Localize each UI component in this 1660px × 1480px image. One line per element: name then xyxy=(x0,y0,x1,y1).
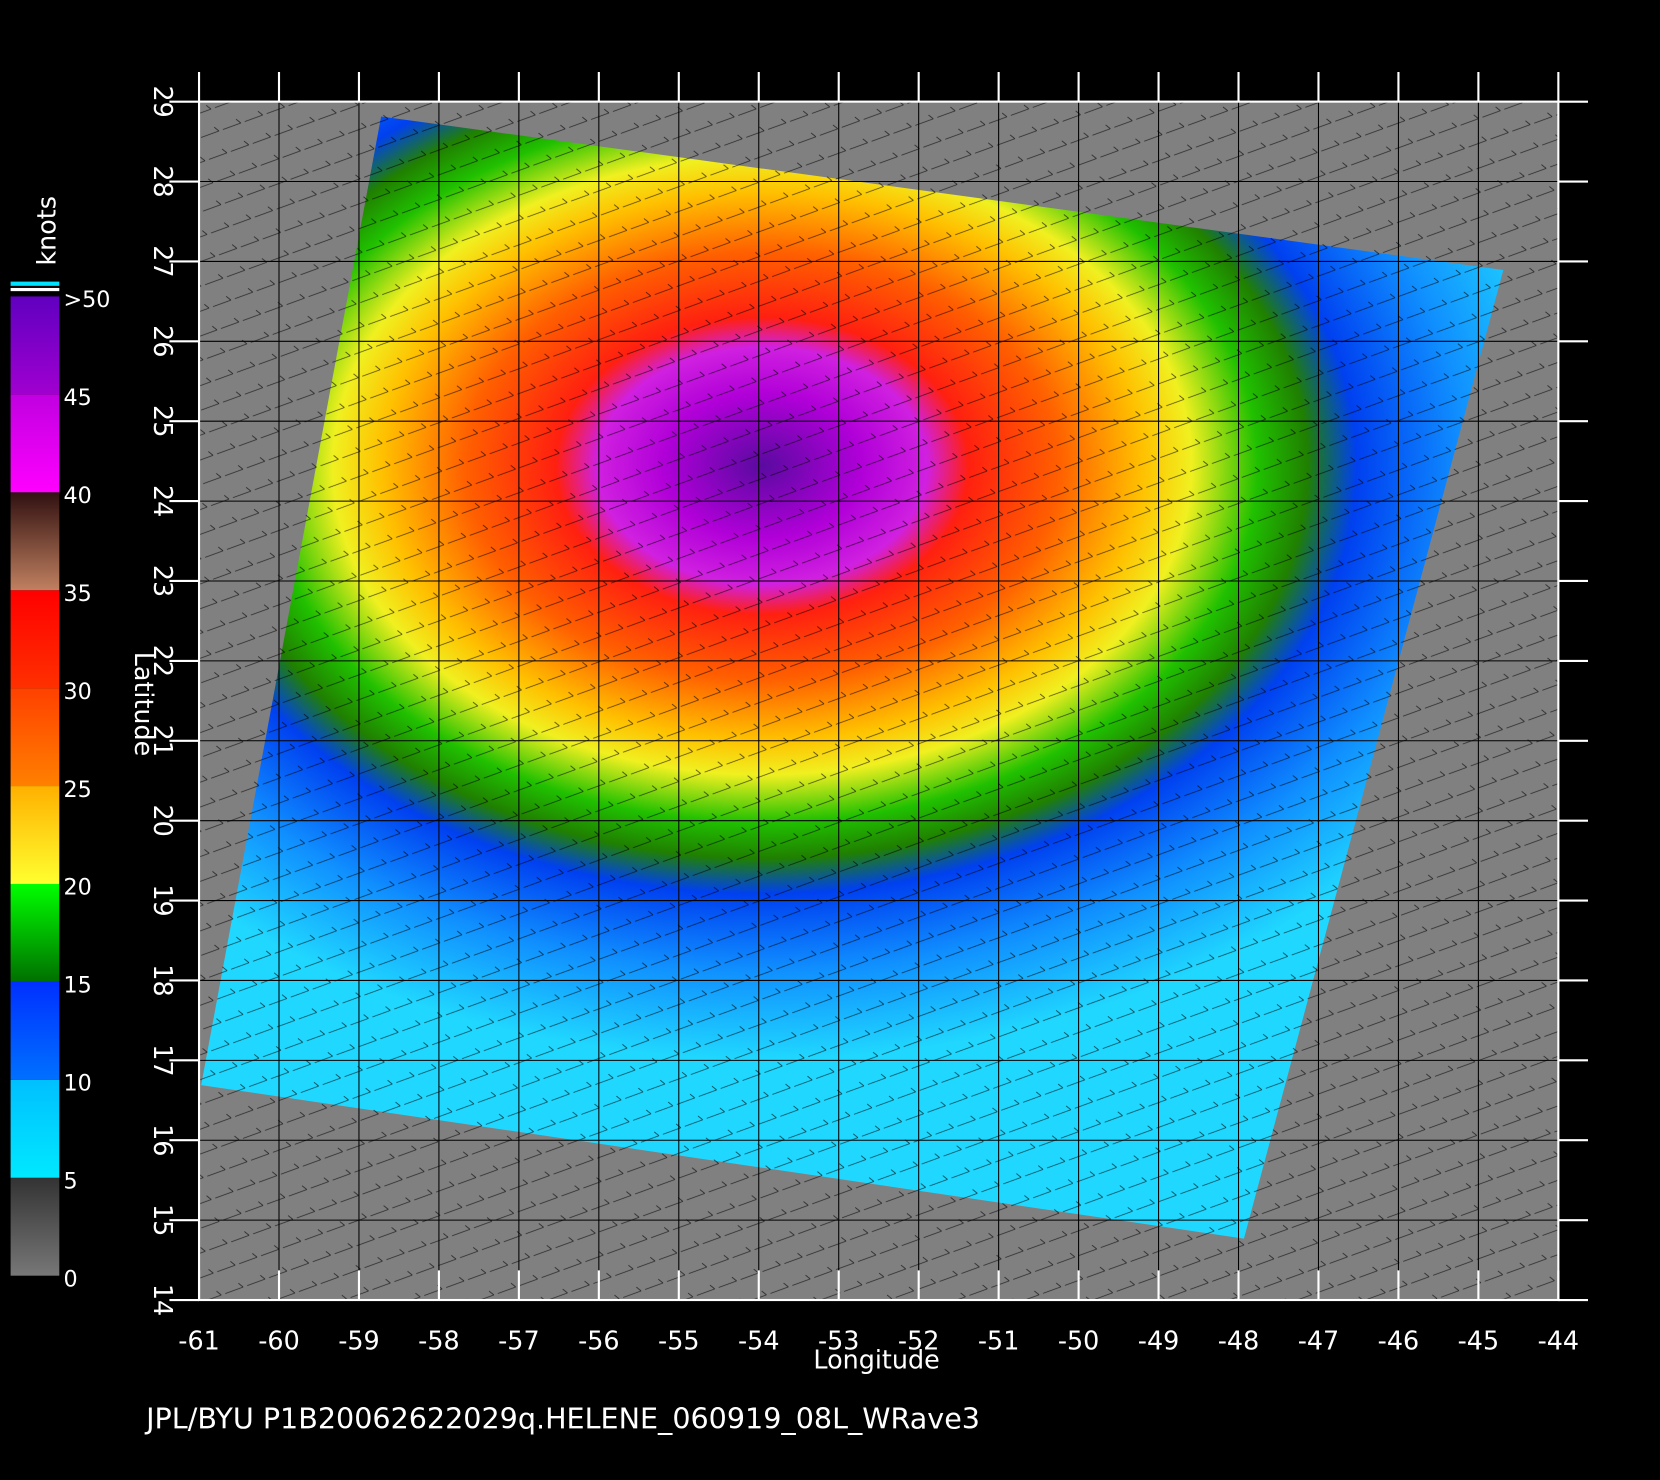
x-tick-label: -59 xyxy=(338,1325,379,1355)
x-tick-label: -47 xyxy=(1298,1325,1339,1355)
y-tick-label: 20 xyxy=(148,805,178,837)
x-tick-label: -49 xyxy=(1138,1325,1179,1355)
colorbar-segment xyxy=(10,883,60,982)
x-tick-label: -44 xyxy=(1538,1325,1579,1355)
colorbar-segment xyxy=(10,296,60,395)
y-tick-label: 23 xyxy=(148,565,178,597)
x-tick-label: -45 xyxy=(1458,1325,1499,1355)
colorbar-tick-label: 30 xyxy=(64,679,92,705)
y-tick-label: 29 xyxy=(148,85,178,117)
y-tick-label: 16 xyxy=(148,1124,178,1156)
y-tick-label: 21 xyxy=(148,725,178,757)
colorbar-segment xyxy=(10,786,60,884)
colorbar-tick-label: 45 xyxy=(64,385,92,411)
y-axis-label: Latitude xyxy=(129,652,159,757)
y-tick-label: 19 xyxy=(148,884,178,916)
x-tick-label: -61 xyxy=(178,1325,219,1355)
colorbar-tick-label: 5 xyxy=(64,1168,78,1194)
y-tick-label: 18 xyxy=(148,964,178,996)
x-tick-label: -54 xyxy=(738,1325,779,1355)
y-tick-label: 22 xyxy=(148,645,178,677)
x-tick-label: -48 xyxy=(1218,1325,1259,1355)
x-tick-label: -55 xyxy=(658,1325,699,1355)
x-tick-label: -51 xyxy=(978,1325,1019,1355)
colorbar-segment xyxy=(10,981,60,1080)
plot-frame xyxy=(197,100,1560,1302)
plot-area xyxy=(198,101,1559,1301)
colorbar-segment xyxy=(10,1079,60,1178)
x-tick-label: -53 xyxy=(818,1325,859,1355)
colorbar-segment xyxy=(10,492,60,591)
colorbar-cap xyxy=(10,287,60,292)
x-tick-label: -50 xyxy=(1058,1325,1099,1355)
colorbar-tick-label: 10 xyxy=(64,1071,92,1097)
colorbar-tick-label: 15 xyxy=(64,973,92,999)
y-tick-label: 28 xyxy=(148,165,178,197)
footer: JPL/BYU P1B20062622029q.HELENE_060919_08… xyxy=(144,1402,980,1436)
y-tick-label: 15 xyxy=(148,1204,178,1236)
y-tick-label: 27 xyxy=(148,245,178,277)
colorbar-tick-label: 0 xyxy=(64,1266,78,1292)
y-tick-label: 14 xyxy=(148,1284,178,1316)
x-tick-label: -46 xyxy=(1378,1325,1419,1355)
colorbar-tick-label: >50 xyxy=(64,287,111,313)
x-axis-label: Longitude xyxy=(813,1344,939,1374)
colorbar-segment xyxy=(10,590,60,689)
x-tick-label: -58 xyxy=(418,1325,459,1355)
colorbar-unit: knots xyxy=(32,196,62,266)
colorbar-tick-label: 25 xyxy=(64,777,92,803)
colorbar-tick-label: 35 xyxy=(64,581,92,607)
x-tick-label: -52 xyxy=(898,1325,939,1355)
colorbar-segment xyxy=(10,688,60,787)
colorbar-cap xyxy=(10,281,60,286)
y-tick-label: 24 xyxy=(148,485,178,517)
y-tick-label: 17 xyxy=(148,1044,178,1076)
y-tick-label: 26 xyxy=(148,325,178,357)
colorbar-segment xyxy=(10,1177,60,1276)
y-tick-label: 25 xyxy=(148,405,178,437)
colorbar-segment xyxy=(10,394,60,493)
x-tick-label: -60 xyxy=(258,1325,299,1355)
colorbar-tick-label: 40 xyxy=(64,483,92,509)
wind-barbs xyxy=(199,101,1559,1301)
colorbar-tick-label: 20 xyxy=(64,875,92,901)
x-tick-label: -56 xyxy=(578,1325,619,1355)
x-tick-label: -57 xyxy=(498,1325,539,1355)
